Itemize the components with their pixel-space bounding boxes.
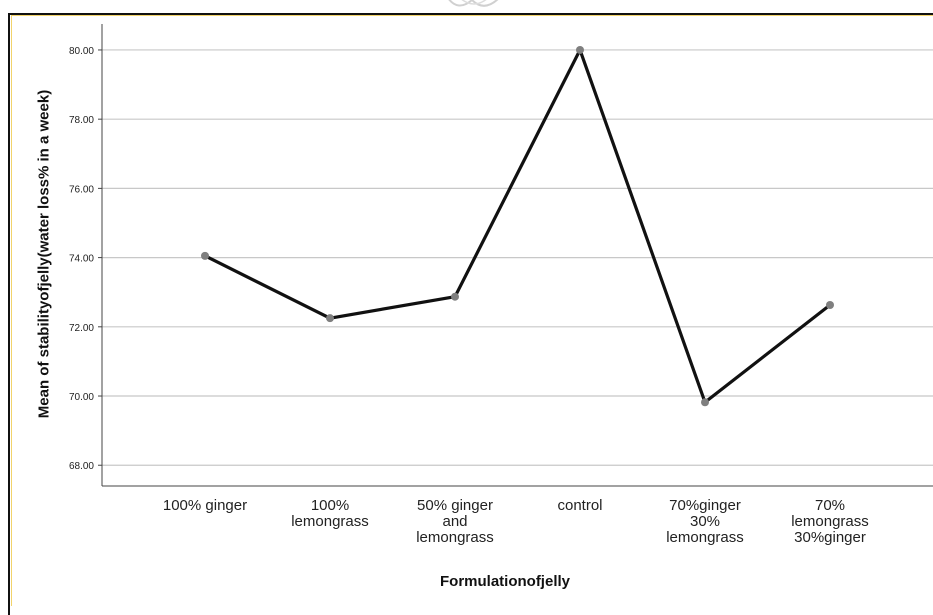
line-chart: 68.00 70.00 72.00 74.00 76.00 78.00 80.00 100%… <box>69 24 933 546</box>
x-tick-label: 70% lemongrass 30%ginger <box>791 497 869 546</box>
data-point <box>326 314 334 323</box>
x-tick-label-line: lemongrass <box>666 529 744 546</box>
y-tick-label: 78.00 <box>69 115 94 126</box>
x-tick-label: 50% ginger and lemongrass <box>416 497 494 546</box>
x-tick-label-line: 100% ginger <box>163 497 247 514</box>
y-tick-label: 80.00 <box>69 46 94 57</box>
x-tick-label-line: 100% <box>311 497 349 514</box>
y-tick-labels: 68.00 70.00 72.00 74.00 76.00 78.00 80.00 <box>69 46 94 472</box>
grid-lines <box>102 49 933 466</box>
data-point <box>451 292 459 301</box>
x-tick-label: 70%ginger 30% lemongrass <box>666 497 744 546</box>
y-axis-label: Mean of stabilityofjelly(water loss% in … <box>35 89 53 419</box>
x-tick-label: 100% lemongrass <box>291 497 369 530</box>
axes <box>98 24 933 487</box>
x-tick-label-line: control <box>557 497 602 514</box>
data-point <box>826 301 834 310</box>
x-tick-label: control <box>557 497 602 514</box>
y-tick-label: 72.00 <box>69 323 94 334</box>
x-tick-label-line: lemongrass <box>416 529 494 546</box>
x-tick-label-line: 70% <box>815 497 845 514</box>
x-tick-label-line: lemongrass <box>291 513 369 530</box>
x-tick-label-line: 70%ginger <box>669 497 741 514</box>
x-axis-label: Formulationofjelly <box>439 573 571 590</box>
chart-frame-inner <box>11 15 933 606</box>
data-point <box>201 251 209 260</box>
y-tick-label: 68.00 <box>69 461 94 472</box>
series <box>201 45 834 407</box>
y-tick-label: 70.00 <box>69 392 94 403</box>
x-tick-label-line: and <box>442 513 467 530</box>
x-tick-label-line: 30% <box>690 513 720 530</box>
chart-frame <box>8 13 933 615</box>
data-point <box>576 45 584 54</box>
x-tick-label: 100% ginger <box>163 497 247 514</box>
x-tick-label-line: 30%ginger <box>794 529 866 546</box>
watermark-logo <box>448 0 499 7</box>
y-tick-label: 76.00 <box>69 184 94 195</box>
x-tick-label-line: 50% ginger <box>417 497 493 514</box>
series-line <box>204 45 831 405</box>
x-tick-label-line: lemongrass <box>791 513 869 530</box>
data-point <box>701 398 709 407</box>
y-tick-label: 74.00 <box>69 254 94 265</box>
